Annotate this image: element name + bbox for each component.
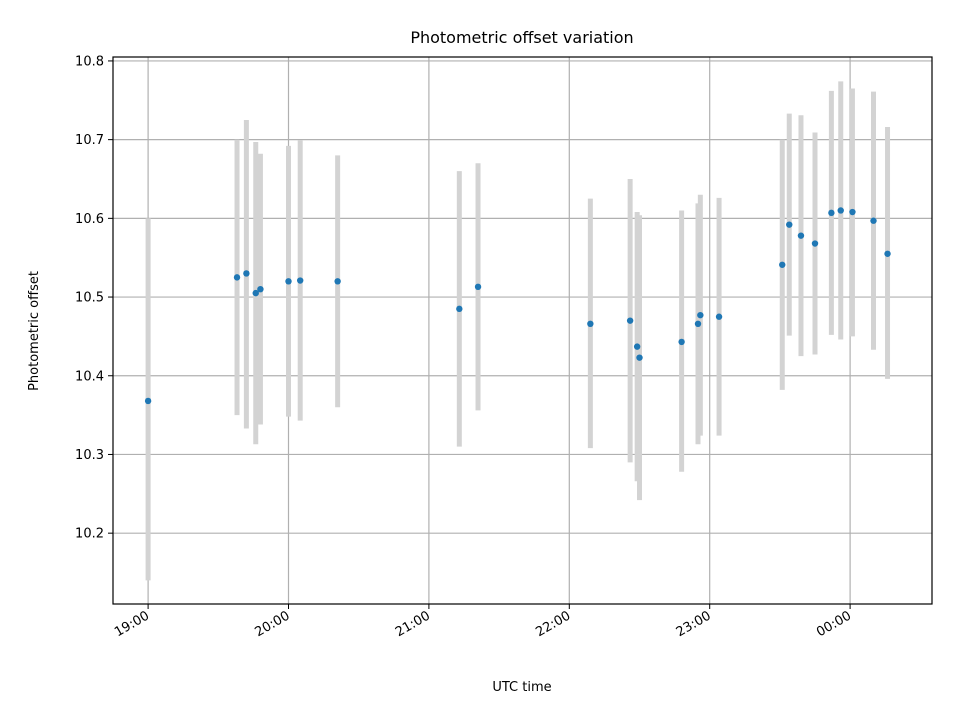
y-tick-label: 10.4 bbox=[75, 369, 104, 384]
x-axis-label: UTC time bbox=[492, 680, 551, 695]
data-point bbox=[233, 274, 241, 281]
y-tick-label: 10.8 bbox=[75, 54, 104, 69]
data-point bbox=[587, 320, 594, 328]
data-point bbox=[257, 285, 264, 293]
data-point bbox=[636, 354, 643, 361]
data-point bbox=[811, 240, 819, 247]
data-point bbox=[474, 283, 482, 291]
y-axis-label: Photometric offset bbox=[27, 271, 42, 391]
data-point bbox=[252, 289, 259, 297]
data-point bbox=[828, 209, 835, 217]
y-tick-label: 10.7 bbox=[75, 133, 104, 148]
data-point bbox=[715, 313, 723, 320]
chart-title: Photometric offset variation bbox=[410, 28, 633, 47]
y-axis-ticks: 10.2 10.3 10.4 10.5 10.6 10.7 10.8 bbox=[75, 54, 113, 542]
data-point bbox=[837, 207, 844, 214]
y-tick-label: 10.3 bbox=[75, 448, 104, 463]
data-point bbox=[243, 270, 250, 277]
data-point bbox=[626, 317, 634, 324]
y-tick-label: 10.5 bbox=[75, 291, 104, 306]
y-tick-label: 10.2 bbox=[75, 527, 104, 542]
data-point bbox=[779, 261, 786, 268]
data-point bbox=[456, 305, 463, 313]
data-point bbox=[849, 208, 856, 216]
data-point bbox=[297, 277, 304, 284]
data-point bbox=[285, 278, 292, 285]
data-point bbox=[694, 320, 702, 328]
data-point-layer bbox=[144, 207, 891, 405]
data-point bbox=[870, 217, 877, 224]
plot-frame bbox=[112, 56, 933, 605]
plot-area bbox=[113, 57, 932, 604]
y-tick-label: 10.6 bbox=[75, 212, 104, 227]
data-point bbox=[697, 311, 704, 319]
data-point bbox=[786, 221, 793, 228]
data-point bbox=[144, 397, 152, 405]
data-point bbox=[884, 250, 891, 257]
data-point bbox=[678, 338, 685, 346]
data-point bbox=[334, 278, 341, 285]
data-point bbox=[633, 343, 641, 350]
data-point bbox=[797, 232, 805, 239]
